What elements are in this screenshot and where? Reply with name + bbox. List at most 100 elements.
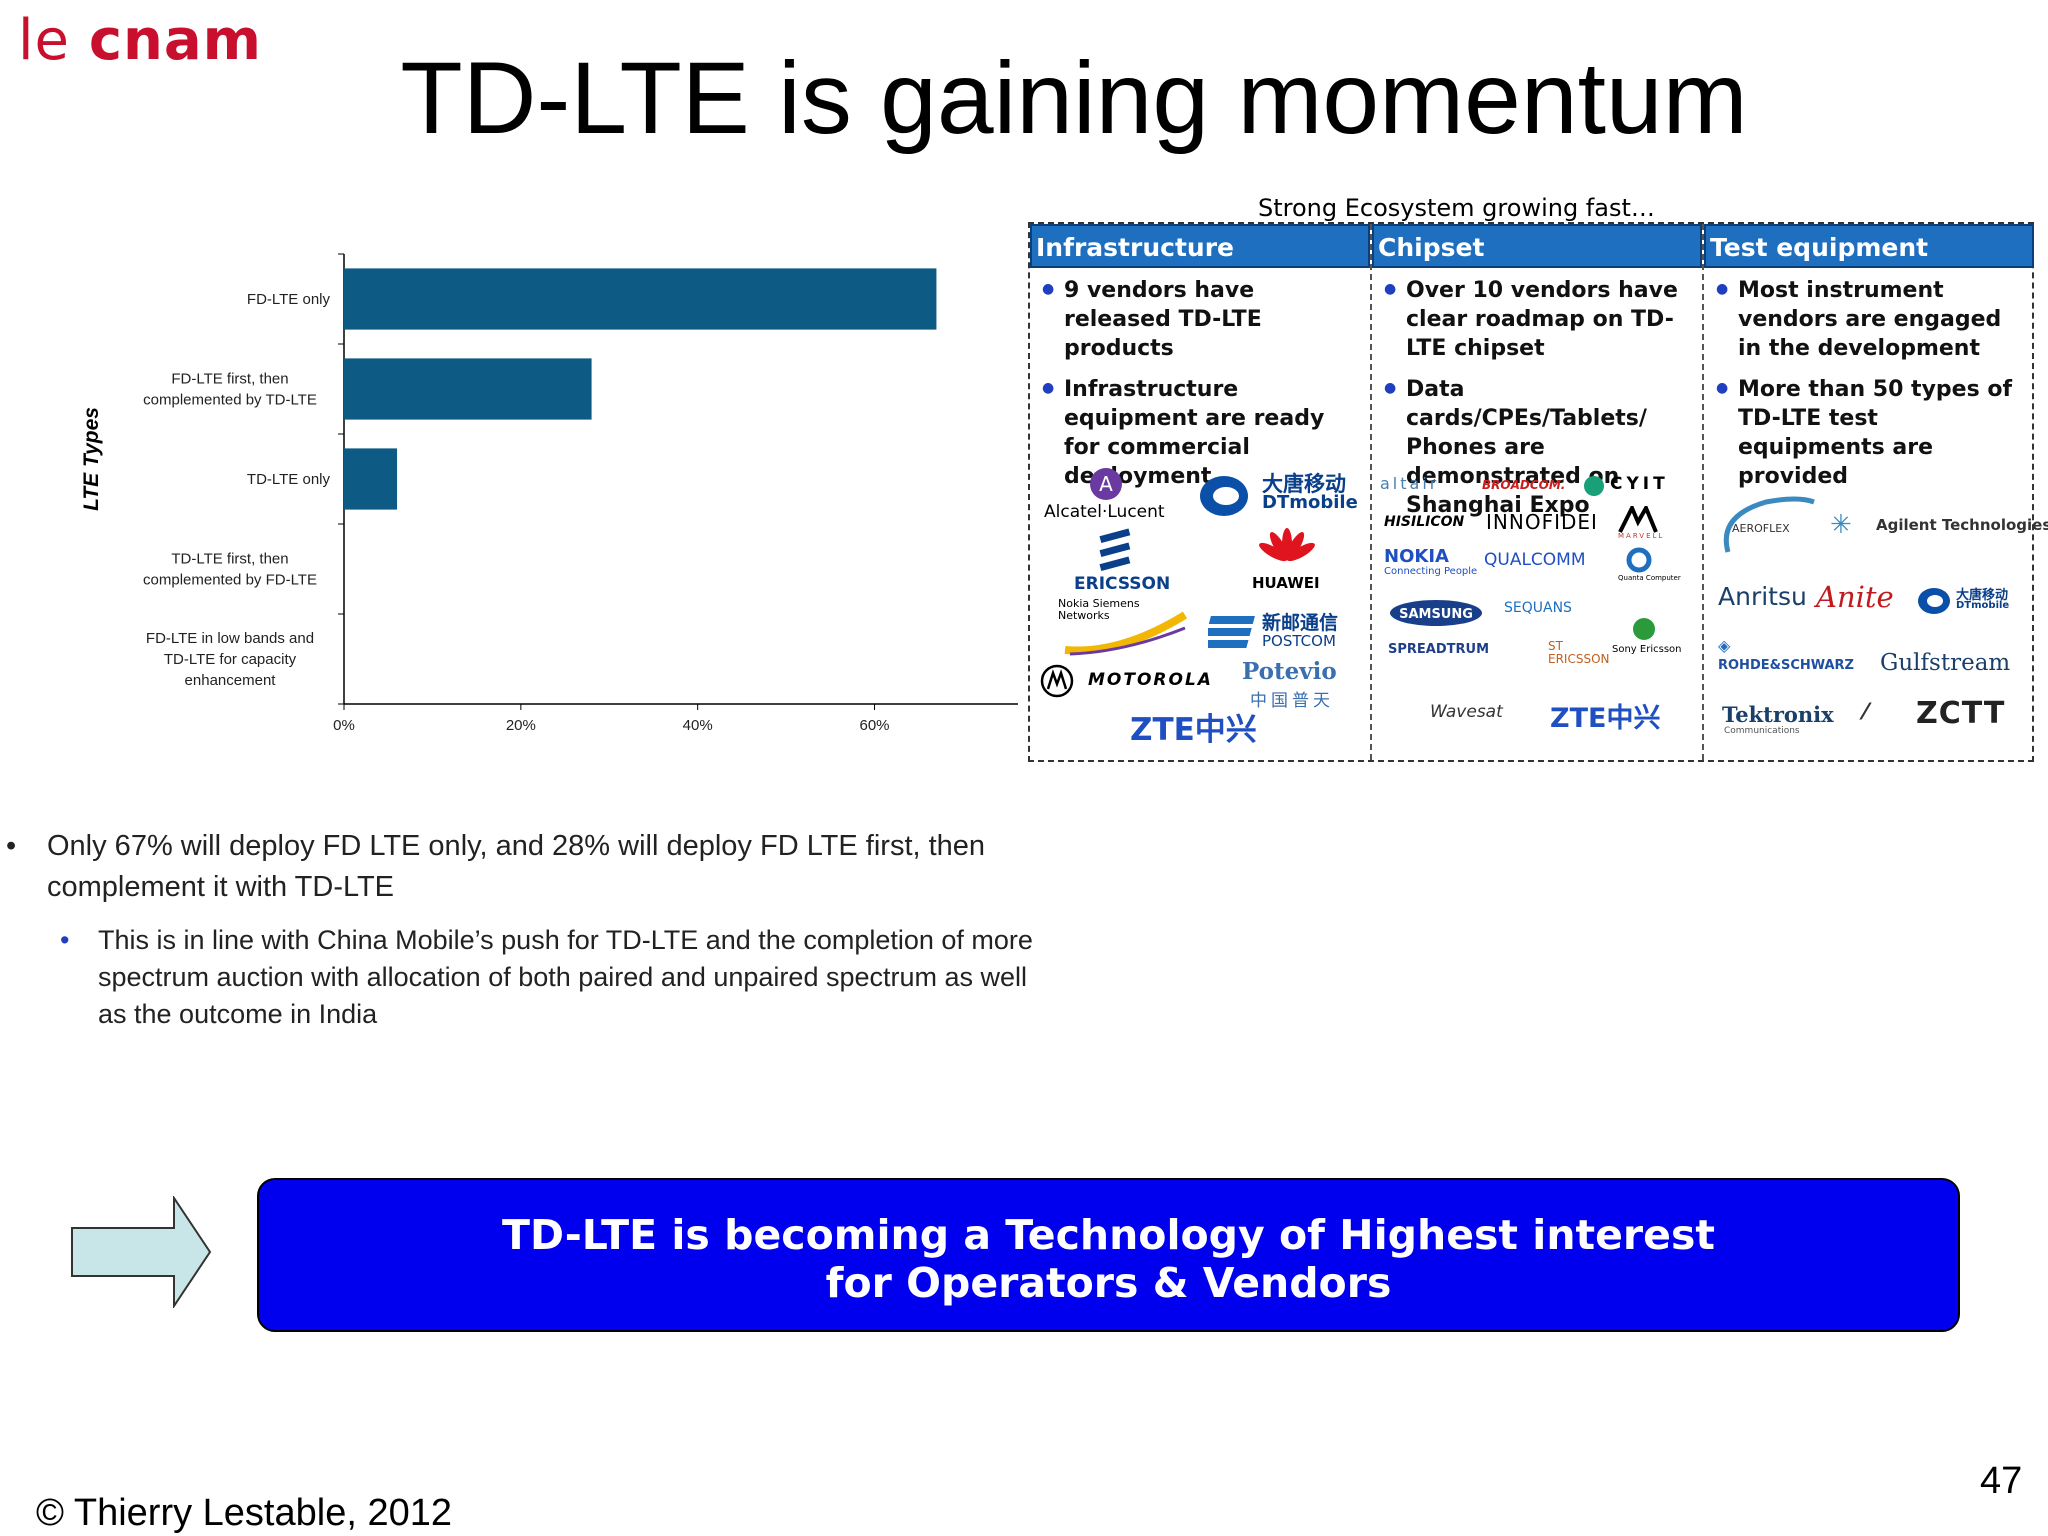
logo-prefix: le — [18, 8, 89, 73]
chipset-column: Chipset Over 10 vendors have clear roadm… — [1372, 224, 1702, 760]
main-bullet-text: Only 67% will deploy FD LTE only, and 28… — [47, 830, 986, 903]
test-vendor-logos: AEROFLEX ✳ Agilent Technologies Anritsu … — [1704, 486, 2048, 756]
dtmobile-test-chinese: 大唐移动 — [1956, 588, 2009, 603]
cyit-logo: CYIT — [1610, 474, 1669, 494]
nokia-logo: NOKIA — [1384, 546, 1449, 567]
qualcomm-logo: QUALCOMM — [1484, 550, 1586, 570]
chipset-vendor-logos: altair BROADCOM. CYIT HISILICON INNOFIDE… — [1372, 470, 1702, 754]
huawei-text: HUAWEI — [1252, 574, 1320, 592]
anritsu-logo: Anritsu — [1718, 582, 1807, 611]
st-ericsson-logo: ST ERICSSON — [1548, 639, 1610, 666]
quanta-logo: Quanta Computer — [1618, 574, 1681, 582]
gulfstream-logo: Gulfstream — [1880, 650, 2011, 676]
aeroflex-icon — [1718, 496, 1816, 562]
category-label: FD-LTE first, then — [171, 371, 288, 388]
x-tick-label: 60% — [860, 717, 890, 734]
test-equipment-column: Test equipment Most instrument vendors a… — [1704, 224, 2048, 760]
bar — [344, 448, 398, 510]
banner-line-2: for Operators & Vendors — [825, 1259, 1392, 1307]
samsung-logo: SAMSUNG — [1388, 598, 1484, 632]
copyright-footer: © Thierry Lestable, 2012 — [36, 1492, 452, 1534]
huawei-logo — [1252, 528, 1322, 576]
zctt-logo: ZCTT — [1916, 696, 2006, 731]
category-label: TD-LTE only — [247, 471, 331, 488]
motorola-text: MOTOROLA — [1088, 670, 1213, 690]
infrastructure-vendor-logos: A Alcatel·Lucent 大唐移动 DTmobile ERICSSON … — [1030, 464, 1370, 754]
rohde-schwarz-icon: ◈ — [1718, 636, 1731, 655]
postcom-text: POSTCOM — [1262, 632, 1336, 650]
category-label: enhancement — [185, 672, 277, 689]
svg-text:A: A — [1099, 472, 1113, 496]
category-label: TD-LTE first, then — [171, 551, 288, 568]
sony-ericsson-logo: Sony Ericsson — [1612, 644, 1682, 655]
innofidei-logo: INNOFIDEI — [1486, 510, 1598, 534]
quanta-icon — [1624, 546, 1654, 578]
anite-logo: Anite — [1816, 580, 1894, 614]
dtmobile-text: DTmobile — [1262, 492, 1358, 513]
dtmobile-chinese: 大唐移动 — [1262, 472, 1346, 496]
potevio-chinese: 中国普天 — [1250, 691, 1334, 711]
test-equipment-header: Test equipment — [1704, 224, 2034, 268]
chipset-header: Chipset — [1372, 224, 1702, 268]
agilent-logo: Agilent Technologies — [1876, 516, 2048, 534]
category-label: FD-LTE in low bands and — [146, 630, 314, 647]
bullet-dot: • — [60, 925, 70, 955]
slide-title: TD-LTE is gaining momentum — [400, 41, 1748, 155]
alcatel-lucent-text: Alcatel·Lucent — [1044, 502, 1165, 522]
category-label: TD-LTE for capacity — [164, 651, 297, 668]
nokia-siemens-logo — [1060, 610, 1190, 664]
marvell-icon — [1618, 503, 1658, 538]
postcom-chinese: 新邮通信 — [1262, 612, 1339, 634]
zte-chipset-logo: ZTE中兴 — [1550, 703, 1661, 734]
zte-logo: ZTE中兴 — [1130, 712, 1257, 748]
category-label: complemented by FD-LTE — [143, 572, 317, 589]
potevio-text: Potevio — [1242, 658, 1337, 685]
ericsson-text: ERICSSON — [1074, 574, 1171, 594]
logo-name: cnam — [88, 8, 263, 73]
agilent-icon: ✳ — [1830, 510, 1852, 540]
banner-line-1: TD-LTE is becoming a Technology of Highe… — [502, 1211, 1715, 1259]
bullet-item: Over 10 vendors have clear roadmap on TD… — [1382, 275, 1696, 363]
dtmobile-test-icon — [1916, 586, 1952, 620]
lte-types-chart: LTE Types FD-LTE only FD-LTE first, then co… — [80, 253, 1018, 734]
infrastructure-header: Infrastructure — [1030, 224, 1370, 268]
right-arrow-icon — [71, 1196, 212, 1308]
bullet-dot: • — [6, 830, 17, 862]
column-divider — [1702, 224, 1704, 760]
cyit-icon — [1582, 474, 1606, 502]
cnam-logo: le cnam — [18, 8, 262, 73]
tektronix-tagline: Communications — [1724, 726, 1800, 736]
ecosystem-table: Infrastructure 9 vendors have released T… — [1028, 222, 2048, 762]
bullet-item: More than 50 types of TD-LTE test equipm… — [1714, 374, 2028, 491]
bullet-item: 9 vendors have released TD-LTE products — [1040, 275, 1364, 363]
marvell-logo: MARVELL — [1618, 532, 1665, 540]
infrastructure-bullets: 9 vendors have released TD-LTE products … — [1030, 275, 1370, 491]
bar — [344, 358, 592, 420]
sub-bullet-text: This is in line with China Mobile’s push… — [98, 925, 1033, 1029]
x-tick-label: 0% — [333, 717, 355, 734]
conclusion-banner: TD-LTE is becoming a Technology of Highe… — [257, 1178, 1960, 1332]
bullet-item: Infrastructure equipment are ready for c… — [1040, 374, 1364, 491]
category-label: complemented by TD-LTE — [143, 392, 317, 409]
nokia-tagline: Connecting People — [1384, 566, 1478, 577]
bullet-item: Most instrument vendors are engaged in t… — [1714, 275, 2028, 363]
y-axis-label: LTE Types — [80, 407, 103, 511]
x-tick-label: 40% — [683, 717, 713, 734]
dtmobile-test-text: DTmobile — [1956, 600, 2010, 611]
test-equipment-bullets: Most instrument vendors are engaged in t… — [1704, 275, 2034, 491]
dtmobile-logo — [1198, 474, 1250, 522]
ericsson-logo — [1096, 528, 1136, 576]
nokia-siemens-text: Nokia Siemens Networks — [1058, 597, 1140, 622]
alcatel-lucent-logo: A — [1088, 466, 1124, 506]
altair-logo: altair — [1380, 474, 1440, 493]
sony-ericsson-icon — [1630, 616, 1658, 646]
infrastructure-column: Infrastructure 9 vendors have released T… — [1030, 224, 1370, 760]
hisilicon-logo: HISILICON — [1384, 514, 1465, 530]
column-divider — [1370, 224, 1372, 760]
bar — [344, 268, 937, 330]
chipset-bullets: Over 10 vendors have clear roadmap on TD… — [1372, 275, 1702, 520]
rohde-schwarz-logo: ROHDE&SCHWARZ — [1718, 658, 1854, 673]
aeroflex-logo: AEROFLEX — [1732, 522, 1790, 535]
samsung-text: SAMSUNG — [1399, 607, 1473, 622]
postcom-logo — [1202, 612, 1258, 656]
